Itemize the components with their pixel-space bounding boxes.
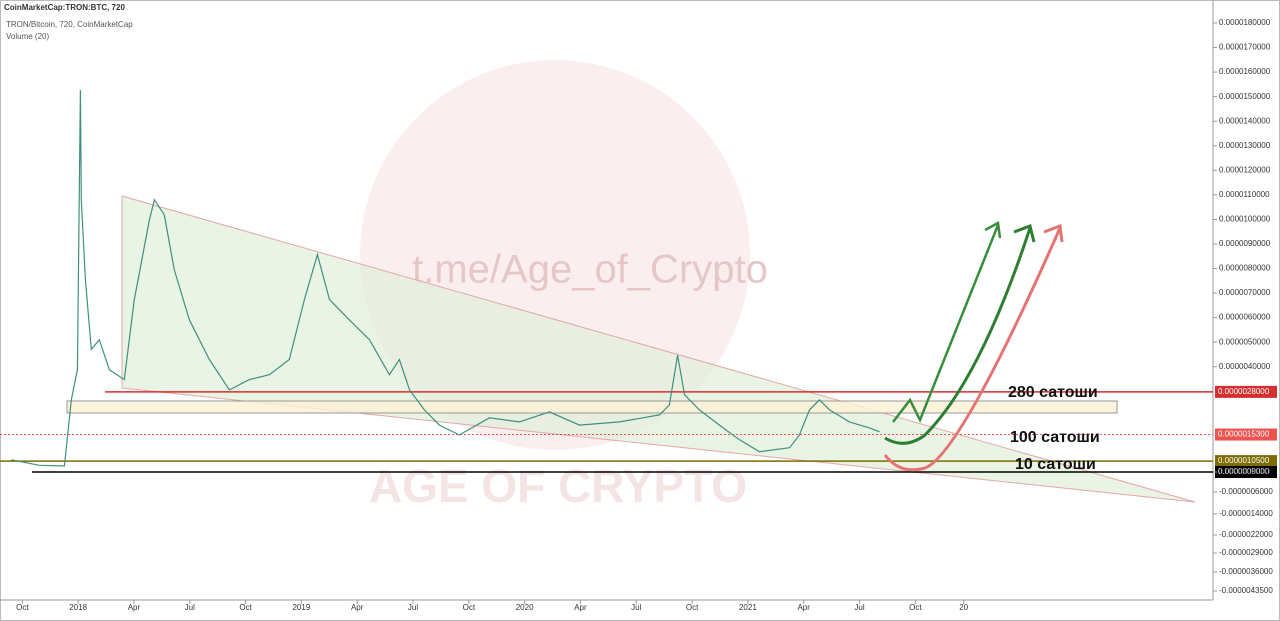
volume-label: Volume (20) — [6, 32, 49, 41]
x-tick-label: 2021 — [739, 603, 757, 612]
x-tick-label: 2019 — [292, 603, 310, 612]
y-tick-label: 0.0000050000 — [1219, 337, 1271, 346]
x-tick-label: Apr — [128, 603, 141, 612]
watermark-text: t.me/Age_of_Crypto — [412, 248, 768, 292]
y-tick-label: 0.0000150000 — [1219, 92, 1271, 101]
watermark-text: AGE OF CRYPTO — [369, 460, 747, 512]
x-tick-label: 2018 — [69, 603, 87, 612]
x-tick-label: 20 — [959, 603, 968, 612]
annotation: 10 сатоши — [1015, 456, 1096, 473]
x-tick-label: Oct — [239, 603, 252, 612]
arrow-head — [1043, 223, 1064, 243]
y-tick-label: 0.0000180000 — [1219, 18, 1271, 27]
price-level-box — [1215, 466, 1277, 478]
y-tick-label: 0.0000110000 — [1219, 190, 1270, 199]
y-tick-label: 0.0000160000 — [1219, 67, 1271, 76]
y-tick-label: 0.0000090000 — [1219, 239, 1271, 248]
y-tick-label: 0.0000170000 — [1219, 43, 1271, 52]
y-tick-label: 0.0000040000 — [1219, 362, 1271, 371]
price-level-label: 0.0000010500 — [1218, 456, 1270, 465]
annotation: 280 сатоши — [1008, 384, 1098, 401]
x-tick-label: Jul — [185, 603, 195, 612]
x-tick-label: Apr — [351, 603, 364, 612]
resistance-zone — [66, 400, 1118, 414]
y-tick-label: 0.0000130000 — [1219, 141, 1271, 150]
arrow-head — [1013, 224, 1036, 243]
x-tick-label: Jul — [631, 603, 641, 612]
chart-subtitle: TRON/Bitcoin, 720, CoinMarketCap — [6, 20, 133, 29]
y-tick-label: 0.0000070000 — [1219, 288, 1271, 297]
y-tick-label: -0.0000022000 — [1219, 530, 1273, 539]
y-tick-label: -0.0000029000 — [1219, 548, 1273, 557]
y-tick-label: -0.0000043500 — [1219, 586, 1273, 595]
price-level-label: 0.0000028000 — [1218, 387, 1270, 396]
price-level-box — [1215, 455, 1277, 468]
y-tick-label: 0.0000120000 — [1219, 165, 1271, 174]
x-tick-label: Oct — [16, 603, 29, 612]
x-tick-label: Jul — [408, 603, 418, 612]
arrow — [892, 224, 1000, 424]
y-tick-label: 0.0000100000 — [1219, 215, 1271, 224]
x-tick-label: Oct — [463, 603, 476, 612]
x-tick-label: Apr — [797, 603, 810, 612]
y-tick-label: 0.0000080000 — [1219, 264, 1271, 273]
x-tick-label: Jul — [854, 603, 864, 612]
price-level-label: 0.0000009000 — [1218, 467, 1270, 476]
triangle-pattern — [121, 195, 1196, 503]
price-line — [11, 89, 880, 467]
y-tick-label: -0.0000006000 — [1219, 487, 1273, 496]
x-tick-label: 2020 — [516, 603, 534, 612]
price-level-box — [1215, 428, 1277, 441]
x-tick-label: Oct — [686, 603, 699, 612]
price-level-box — [1215, 385, 1277, 398]
y-tick-label: -0.0000014000 — [1219, 509, 1273, 518]
y-tick-label: 0.0000060000 — [1219, 313, 1271, 322]
y-tick-label: 0.0000140000 — [1219, 116, 1271, 125]
x-tick-label: Oct — [909, 603, 922, 612]
x-tick-label: Apr — [574, 603, 587, 612]
arrow-head — [984, 221, 1002, 239]
arrow — [884, 227, 1032, 445]
y-tick-label: 0.0000009000 — [1219, 467, 1271, 476]
y-tick-label: -0.0000036000 — [1219, 567, 1273, 576]
chart-title: CoinMarketCap:TRON:BTC, 720 — [4, 3, 125, 12]
price-level-label: 0.0000015300 — [1218, 430, 1270, 439]
arrow — [883, 227, 1062, 472]
annotation: 100 сатоши — [1010, 429, 1100, 446]
